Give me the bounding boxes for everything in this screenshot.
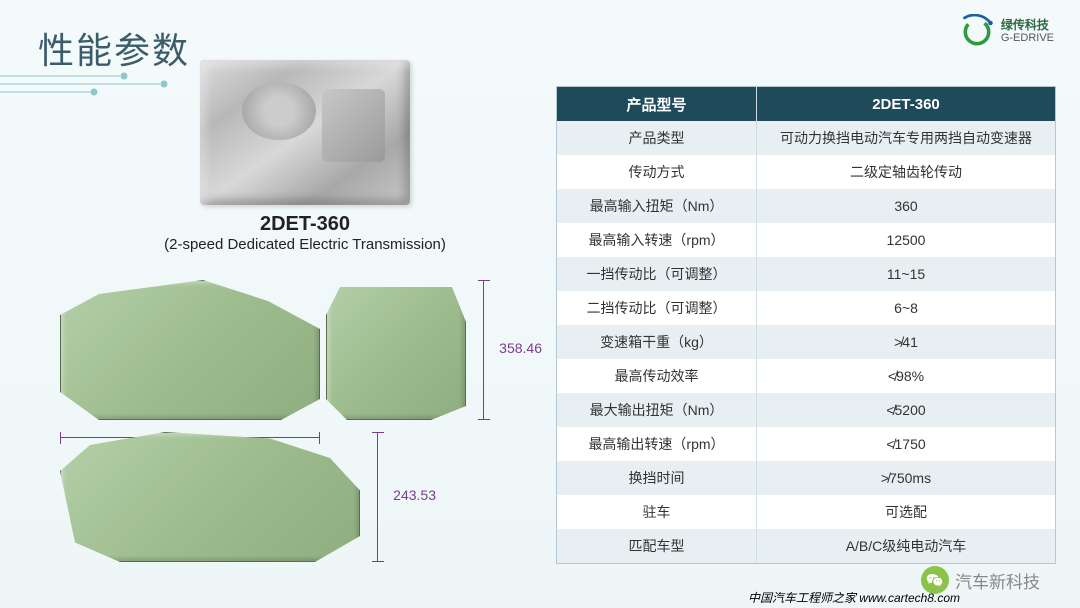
table-row: 驻车可选配 bbox=[557, 495, 1055, 529]
table-row: 最高传动效率≮98% bbox=[557, 359, 1055, 393]
table-row: 匹配车型A/B/C级纯电动汽车 bbox=[557, 529, 1055, 563]
table-header: 产品型号 2DET-360 bbox=[557, 87, 1055, 121]
table-row: 最高输入转速（rpm）12500 bbox=[557, 223, 1055, 257]
row-value: 可动力换挡电动汽车专用两挡自动变速器 bbox=[757, 121, 1055, 155]
row-label: 最大输出扭矩（Nm） bbox=[557, 393, 757, 427]
table-row: 最大输出扭矩（Nm）≮5200 bbox=[557, 393, 1055, 427]
table-row: 一挡传动比（可调整）11~15 bbox=[557, 257, 1055, 291]
product-block: 2DET-360 (2-speed Dedicated Electric Tra… bbox=[90, 60, 520, 253]
table-row: 产品类型可动力换挡电动汽车专用两挡自动变速器 bbox=[557, 121, 1055, 155]
dim-height: 358.46 bbox=[499, 340, 542, 356]
table-row: 二挡传动比（可调整）6~8 bbox=[557, 291, 1055, 325]
logo-icon bbox=[959, 14, 995, 50]
row-label: 换挡时间 bbox=[557, 461, 757, 495]
row-value: 二级定轴齿轮传动 bbox=[757, 155, 1055, 189]
row-value: ≯750ms bbox=[757, 461, 1055, 495]
row-label: 最高传动效率 bbox=[557, 359, 757, 393]
spec-table: 产品型号 2DET-360 产品类型可动力换挡电动汽车专用两挡自动变速器传动方式… bbox=[556, 86, 1056, 564]
row-value: ≮98% bbox=[757, 359, 1055, 393]
row-value: ≮1750 bbox=[757, 427, 1055, 461]
cad-top-view: 243.53 bbox=[60, 432, 360, 562]
row-label: 驻车 bbox=[557, 495, 757, 529]
row-label: 产品类型 bbox=[557, 121, 757, 155]
row-value: 12500 bbox=[757, 223, 1055, 257]
logo-cn: 绿传科技 bbox=[1001, 19, 1054, 32]
row-value: 可选配 bbox=[757, 495, 1055, 529]
header-label: 产品型号 bbox=[557, 87, 757, 121]
row-label: 匹配车型 bbox=[557, 529, 757, 563]
table-row: 最高输出转速（rpm）≮1750 bbox=[557, 427, 1055, 461]
cad-side-view: 358.46 bbox=[326, 280, 466, 420]
table-row: 传动方式二级定轴齿轮传动 bbox=[557, 155, 1055, 189]
table-row: 换挡时间≯750ms bbox=[557, 461, 1055, 495]
row-label: 最高输出转速（rpm） bbox=[557, 427, 757, 461]
row-value: 6~8 bbox=[757, 291, 1055, 325]
watermark-channel: 汽车新科技 bbox=[955, 568, 1040, 593]
row-label: 二挡传动比（可调整） bbox=[557, 291, 757, 325]
row-value: ≯41 bbox=[757, 325, 1055, 359]
row-label: 变速箱干重（kg） bbox=[557, 325, 757, 359]
table-row: 最高输入扭矩（Nm）360 bbox=[557, 189, 1055, 223]
row-value: ≮5200 bbox=[757, 393, 1055, 427]
row-label: 一挡传动比（可调整） bbox=[557, 257, 757, 291]
row-label: 最高输入转速（rpm） bbox=[557, 223, 757, 257]
watermark-site: 中国汽车工程师之家 www.cartech8.com bbox=[748, 589, 960, 606]
row-label: 最高输入扭矩（Nm） bbox=[557, 189, 757, 223]
header-value: 2DET-360 bbox=[757, 87, 1055, 121]
product-render-image bbox=[200, 60, 410, 205]
row-value: A/B/C级纯电动汽车 bbox=[757, 529, 1055, 563]
dim-depth: 243.53 bbox=[393, 487, 436, 503]
table-row: 变速箱干重（kg）≯41 bbox=[557, 325, 1055, 359]
cad-drawings: 496.1 358.46 243.53 bbox=[60, 280, 540, 562]
product-subtitle: (2-speed Dedicated Electric Transmission… bbox=[164, 236, 446, 253]
cad-front-view: 496.1 bbox=[60, 280, 320, 420]
row-value: 11~15 bbox=[757, 257, 1055, 291]
logo-en: G-EDRIVE bbox=[1001, 32, 1054, 44]
row-value: 360 bbox=[757, 189, 1055, 223]
product-name: 2DET-360 bbox=[260, 213, 350, 236]
row-label: 传动方式 bbox=[557, 155, 757, 189]
brand-logo: 绿传科技 G-EDRIVE bbox=[959, 14, 1054, 50]
